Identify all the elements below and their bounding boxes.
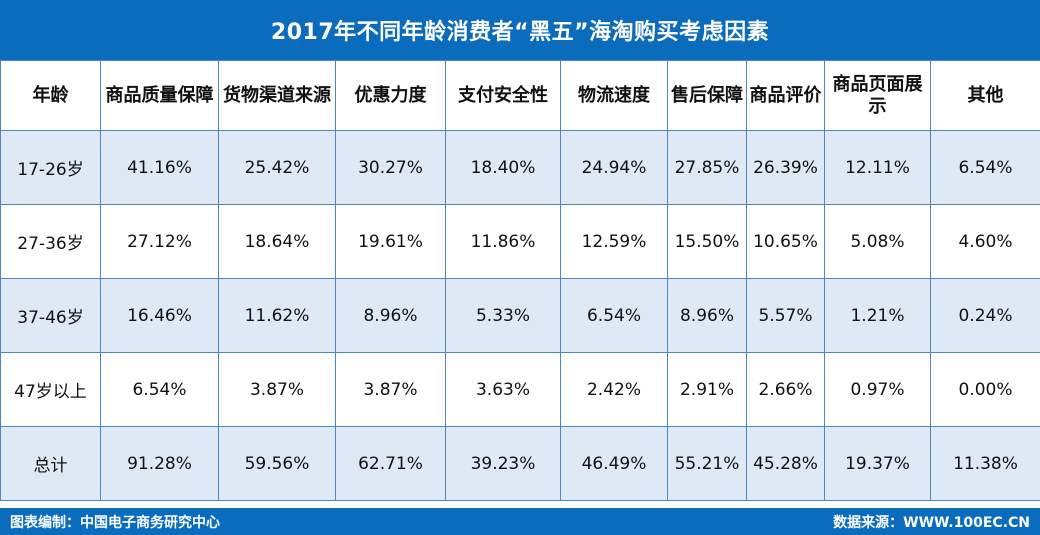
value-cell: 3.87% — [335, 352, 446, 427]
column-header: 物流速度 — [560, 60, 668, 131]
value-cell: 5.33% — [445, 278, 561, 353]
column-header: 优惠力度 — [335, 60, 446, 131]
row-label-cell: 总计 — [0, 426, 101, 501]
value-cell: 0.24% — [930, 278, 1040, 353]
value-cell: 19.61% — [335, 204, 446, 279]
value-cell: 59.56% — [218, 426, 336, 501]
value-cell: 27.85% — [667, 130, 747, 205]
value-cell: 19.37% — [824, 426, 931, 501]
column-header: 支付安全性 — [445, 60, 561, 131]
value-cell: 3.87% — [218, 352, 336, 427]
value-cell: 26.39% — [746, 130, 825, 205]
table-row: 37-46岁 16.46% 11.62% 8.96% 5.33% 6.54% 8.96% 5.… — [0, 278, 1040, 353]
table-row: 27-36岁 27.12% 18.64% 19.61% 11.86% 12.59% 15.5… — [0, 204, 1040, 279]
value-cell: 30.27% — [335, 130, 446, 205]
column-header: 售后保障 — [667, 60, 747, 131]
value-cell: 45.28% — [746, 426, 825, 501]
value-cell: 6.54% — [560, 278, 668, 353]
row-label-cell: 47岁以上 — [0, 352, 101, 427]
value-cell: 16.46% — [100, 278, 219, 353]
value-cell: 11.86% — [445, 204, 561, 279]
value-cell: 3.63% — [445, 352, 561, 427]
row-label-cell: 17-26岁 — [0, 130, 101, 205]
value-cell: 11.38% — [930, 426, 1040, 501]
value-cell: 2.42% — [560, 352, 668, 427]
value-cell: 5.57% — [746, 278, 825, 353]
footer-credit: 图表编制：中国电子商务研究中心 — [10, 514, 220, 531]
table-row: 17-26岁 41.16% 25.42% 30.27% 18.40% 24.94% 27.8… — [0, 130, 1040, 205]
table-body: 17-26岁 41.16% 25.42% 30.27% 18.40% 24.94% 27.8… — [0, 130, 1040, 501]
value-cell: 25.42% — [218, 130, 336, 205]
value-cell: 91.28% — [100, 426, 219, 501]
value-cell: 10.65% — [746, 204, 825, 279]
value-cell: 2.66% — [746, 352, 825, 427]
value-cell: 8.96% — [335, 278, 446, 353]
value-cell: 11.62% — [218, 278, 336, 353]
value-cell: 6.54% — [930, 130, 1040, 205]
value-cell: 18.40% — [445, 130, 561, 205]
value-cell: 0.97% — [824, 352, 931, 427]
data-table: 年龄 商品质量保障 货物渠道来源 优惠力度 支付安全性 物流速度 售后保障 商品评价 商品页面展… — [0, 60, 1040, 501]
value-cell: 12.11% — [824, 130, 931, 205]
column-header: 其他 — [930, 60, 1040, 131]
title-bar: 2017年不同年龄消费者“黑五”海淘购买考虑因素 — [0, 0, 1040, 60]
value-cell: 1.21% — [824, 278, 931, 353]
value-cell: 15.50% — [667, 204, 747, 279]
value-cell: 2.91% — [667, 352, 747, 427]
footer-source: 数据来源：WWW.100EC.CN — [833, 514, 1030, 531]
value-cell: 0.00% — [930, 352, 1040, 427]
row-label-cell: 37-46岁 — [0, 278, 101, 353]
value-cell: 27.12% — [100, 204, 219, 279]
column-header: 商品评价 — [746, 60, 825, 131]
column-header: 货物渠道来源 — [218, 60, 336, 131]
value-cell: 39.23% — [445, 426, 561, 501]
footer-bar: 图表编制：中国电子商务研究中心 数据来源：WWW.100EC.CN — [0, 508, 1040, 535]
column-header: 商品页面展示 — [824, 60, 931, 131]
value-cell: 46.49% — [560, 426, 668, 501]
value-cell: 24.94% — [560, 130, 668, 205]
value-cell: 18.64% — [218, 204, 336, 279]
table-header-row: 年龄 商品质量保障 货物渠道来源 优惠力度 支付安全性 物流速度 售后保障 商品评价 商品页面展… — [0, 60, 1040, 131]
value-cell: 4.60% — [930, 204, 1040, 279]
value-cell: 55.21% — [667, 426, 747, 501]
value-cell: 6.54% — [100, 352, 219, 427]
value-cell: 8.96% — [667, 278, 747, 353]
row-label-cell: 27-36岁 — [0, 204, 101, 279]
column-header: 商品质量保障 — [100, 60, 219, 131]
chart-title: 2017年不同年龄消费者“黑五”海淘购买考虑因素 — [270, 20, 770, 45]
table-row: 47岁以上 6.54% 3.87% 3.87% 3.63% 2.42% 2.91% 2.66%… — [0, 352, 1040, 427]
value-cell: 41.16% — [100, 130, 219, 205]
value-cell: 5.08% — [824, 204, 931, 279]
table-row: 总计 91.28% 59.56% 62.71% 39.23% 46.49% 55.21% 45… — [0, 426, 1040, 501]
value-cell: 62.71% — [335, 426, 446, 501]
column-header: 年龄 — [0, 60, 101, 131]
value-cell: 12.59% — [560, 204, 668, 279]
